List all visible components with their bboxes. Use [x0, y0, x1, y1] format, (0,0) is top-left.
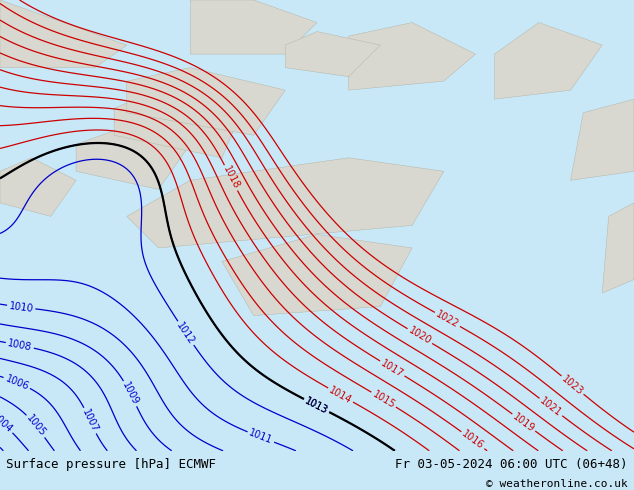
Text: 1009: 1009 [120, 380, 140, 407]
Text: 1006: 1006 [4, 373, 30, 392]
Text: Surface pressure [hPa] ECMWF: Surface pressure [hPa] ECMWF [6, 458, 216, 471]
Text: 1004: 1004 [0, 411, 15, 435]
Text: 1021: 1021 [538, 395, 564, 418]
Text: 1018: 1018 [221, 165, 241, 191]
Text: 1014: 1014 [327, 385, 354, 405]
Text: 1015: 1015 [370, 389, 397, 410]
Text: 1012: 1012 [175, 320, 197, 346]
Text: 1017: 1017 [379, 358, 405, 379]
Text: 1011: 1011 [248, 428, 274, 446]
Text: 1013: 1013 [304, 395, 330, 416]
Text: 1020: 1020 [406, 325, 433, 347]
Text: 1008: 1008 [7, 338, 33, 352]
Text: 1007: 1007 [81, 407, 100, 434]
Text: 1013: 1013 [304, 395, 330, 416]
Text: 1019: 1019 [511, 411, 536, 434]
Text: © weatheronline.co.uk: © weatheronline.co.uk [486, 479, 628, 489]
Text: 1016: 1016 [460, 429, 486, 451]
Text: Fr 03-05-2024 06:00 UTC (06+48): Fr 03-05-2024 06:00 UTC (06+48) [395, 458, 628, 471]
Text: 1022: 1022 [434, 309, 461, 330]
Text: 1010: 1010 [8, 301, 34, 314]
Text: 1023: 1023 [560, 373, 585, 397]
Text: 1005: 1005 [24, 413, 48, 439]
